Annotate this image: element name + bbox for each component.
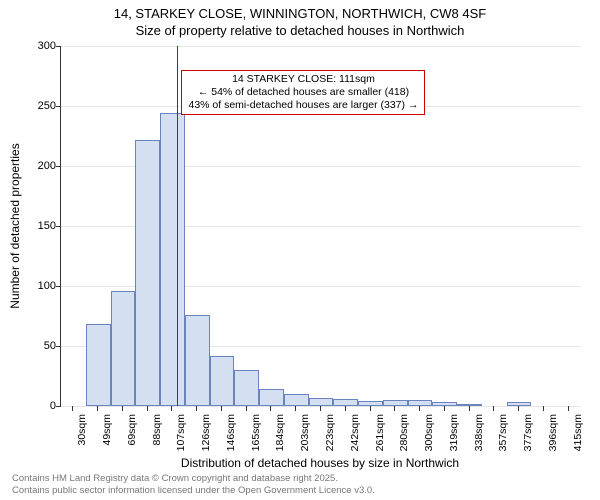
xtick-label: 30sqm	[76, 414, 88, 464]
annotation-box: 14 STARKEY CLOSE: 111sqm← 54% of detache…	[181, 70, 425, 115]
xtick-mark	[246, 406, 247, 411]
plot-area: 14 STARKEY CLOSE: 111sqm← 54% of detache…	[60, 46, 581, 407]
histogram-bar	[210, 356, 235, 406]
xtick-mark	[221, 406, 222, 411]
xtick-label: 184sqm	[274, 414, 286, 464]
ytick-mark	[56, 346, 61, 347]
xtick-mark	[444, 406, 445, 411]
gridline-h	[61, 406, 581, 407]
xtick-label: 49sqm	[101, 414, 113, 464]
xtick-label: 357sqm	[497, 414, 509, 464]
xtick-label: 415sqm	[572, 414, 584, 464]
xtick-label: 223sqm	[324, 414, 336, 464]
xtick-label: 165sqm	[250, 414, 262, 464]
histogram-bar	[333, 399, 358, 406]
histogram-bar	[135, 140, 160, 406]
chart-title-line1: 14, STARKEY CLOSE, WINNINGTON, NORTHWICH…	[0, 0, 600, 21]
xtick-mark	[568, 406, 569, 411]
xtick-label: 338sqm	[473, 414, 485, 464]
xtick-mark	[469, 406, 470, 411]
xtick-label: 69sqm	[126, 414, 138, 464]
xtick-label: 300sqm	[423, 414, 435, 464]
xtick-mark	[72, 406, 73, 411]
xtick-mark	[171, 406, 172, 411]
ytick-mark	[56, 166, 61, 167]
ytick-mark	[56, 406, 61, 407]
ytick-label: 250	[6, 100, 56, 112]
histogram-bar	[185, 315, 210, 406]
xtick-label: 280sqm	[398, 414, 410, 464]
xtick-label: 319sqm	[448, 414, 460, 464]
xtick-label: 126sqm	[200, 414, 212, 464]
histogram-bar	[432, 402, 457, 406]
ytick-label: 200	[6, 160, 56, 172]
xtick-label: 396sqm	[547, 414, 559, 464]
xtick-mark	[419, 406, 420, 411]
xtick-mark	[518, 406, 519, 411]
xtick-label: 88sqm	[151, 414, 163, 464]
histogram-bar	[457, 404, 482, 406]
histogram-bar	[309, 398, 334, 406]
xtick-label: 377sqm	[522, 414, 534, 464]
ytick-label: 100	[6, 280, 56, 292]
xtick-mark	[97, 406, 98, 411]
ytick-label: 300	[6, 40, 56, 52]
xtick-mark	[196, 406, 197, 411]
xtick-label: 242sqm	[349, 414, 361, 464]
annotation-line: ← 54% of detached houses are smaller (41…	[188, 86, 418, 99]
ytick-mark	[56, 226, 61, 227]
footer-line1: Contains HM Land Registry data © Crown c…	[12, 473, 375, 484]
ytick-mark	[56, 286, 61, 287]
xtick-mark	[122, 406, 123, 411]
ytick-label: 50	[6, 340, 56, 352]
reference-line	[177, 46, 178, 406]
xtick-label: 107sqm	[175, 414, 187, 464]
xtick-mark	[270, 406, 271, 411]
y-axis-label: Number of detached properties	[8, 61, 22, 226]
ytick-mark	[56, 106, 61, 107]
histogram-bar	[86, 324, 111, 406]
chart-title-line2: Size of property relative to detached ho…	[0, 21, 600, 38]
xtick-mark	[345, 406, 346, 411]
xtick-mark	[493, 406, 494, 411]
xtick-mark	[543, 406, 544, 411]
annotation-line: 43% of semi-detached houses are larger (…	[188, 99, 418, 112]
xtick-mark	[320, 406, 321, 411]
histogram-bar	[358, 401, 383, 406]
xtick-mark	[370, 406, 371, 411]
ytick-label: 0	[6, 400, 56, 412]
footer-attribution: Contains HM Land Registry data © Crown c…	[12, 473, 375, 496]
ytick-label: 150	[6, 220, 56, 232]
histogram-bar	[234, 370, 259, 406]
footer-line2: Contains public sector information licen…	[12, 485, 375, 496]
annotation-line: 14 STARKEY CLOSE: 111sqm	[188, 73, 418, 86]
xtick-label: 261sqm	[374, 414, 386, 464]
gridline-h	[61, 46, 581, 47]
xtick-label: 203sqm	[299, 414, 311, 464]
histogram-bar	[160, 113, 185, 406]
xtick-mark	[394, 406, 395, 411]
histogram-bar	[284, 394, 309, 406]
ytick-mark	[56, 46, 61, 47]
xtick-label: 146sqm	[225, 414, 237, 464]
xtick-mark	[295, 406, 296, 411]
histogram-bar	[111, 291, 136, 406]
histogram-bar	[259, 389, 284, 406]
xtick-mark	[147, 406, 148, 411]
